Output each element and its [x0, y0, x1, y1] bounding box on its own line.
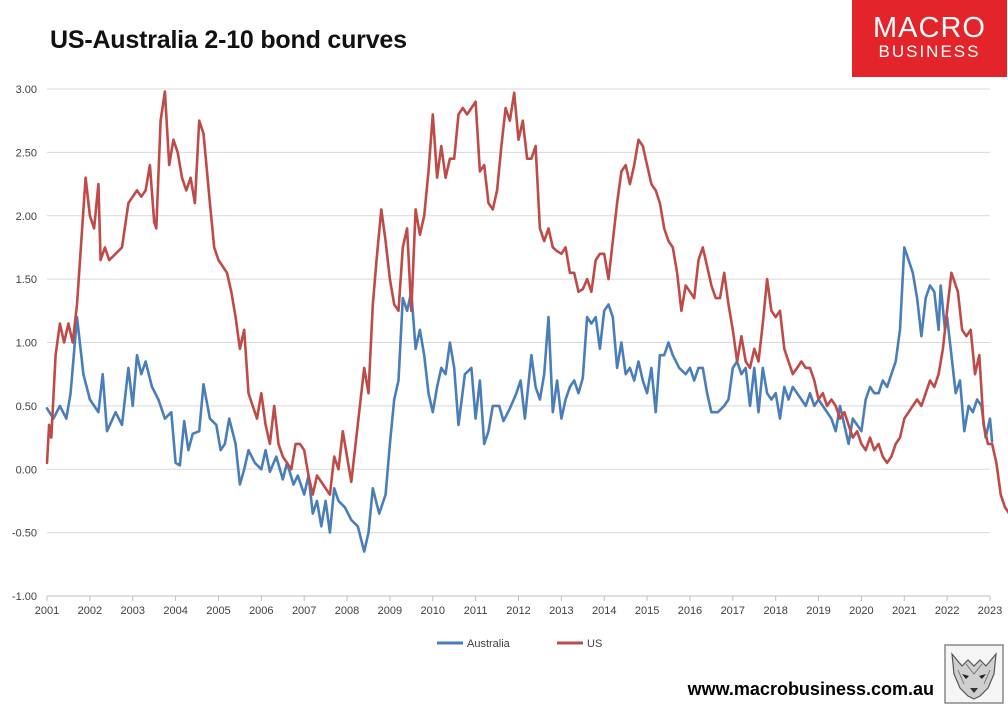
x-tick-label: 2013 [549, 605, 573, 617]
y-tick-label: 0.50 [16, 401, 37, 413]
y-tick-label: 2.00 [16, 211, 37, 223]
x-tick-label: 2012 [506, 605, 530, 617]
x-tick-label: 2007 [292, 605, 316, 617]
logo-line-business: BUSINESS [878, 42, 981, 61]
x-tick-label: 2010 [421, 605, 445, 617]
y-tick-label: 0.00 [16, 464, 37, 476]
y-tick-label: -1.00 [12, 591, 37, 603]
x-tick-label: 2017 [721, 605, 745, 617]
x-tick-label: 2003 [120, 605, 144, 617]
x-tick-label: 2023 [978, 605, 1002, 617]
legend-label-us: US [587, 638, 602, 650]
logo-line-macro: MACRO [873, 12, 986, 44]
y-tick-label: 1.50 [16, 274, 37, 286]
x-tick-label: 2020 [849, 605, 873, 617]
series-line-australia [45, 246, 994, 553]
x-tick-label: 2018 [763, 605, 787, 617]
y-tick-label: 2.50 [16, 147, 37, 159]
x-tick-label: 2022 [935, 605, 959, 617]
x-tick-label: 2006 [249, 605, 273, 617]
x-tick-label: 2016 [678, 605, 702, 617]
chart-title: US-Australia 2-10 bond curves [50, 26, 407, 54]
legend-label-australia: Australia [467, 638, 511, 650]
x-tick-label: 2001 [35, 605, 59, 617]
x-tick-label: 2019 [806, 605, 830, 617]
series-line-us [45, 90, 1008, 515]
macrobusiness-logo: MACRO BUSINESS [852, 0, 1007, 77]
x-tick-label: 2005 [206, 605, 230, 617]
website-url: www.macrobusiness.com.au [687, 679, 934, 699]
y-tick-label: 3.00 [16, 84, 37, 96]
x-tick-label: 2015 [635, 605, 659, 617]
x-tick-label: 2008 [335, 605, 359, 617]
y-tick-label: -0.50 [12, 528, 37, 540]
x-tick-label: 2009 [378, 605, 402, 617]
x-tick-label: 2002 [78, 605, 102, 617]
x-tick-label: 2011 [464, 605, 488, 617]
x-tick-label: 2014 [592, 605, 616, 617]
x-tick-label: 2021 [892, 605, 916, 617]
y-tick-label: 1.00 [16, 338, 37, 350]
x-tick-label: 2004 [163, 605, 187, 617]
wolf-logo-icon [944, 644, 1004, 704]
